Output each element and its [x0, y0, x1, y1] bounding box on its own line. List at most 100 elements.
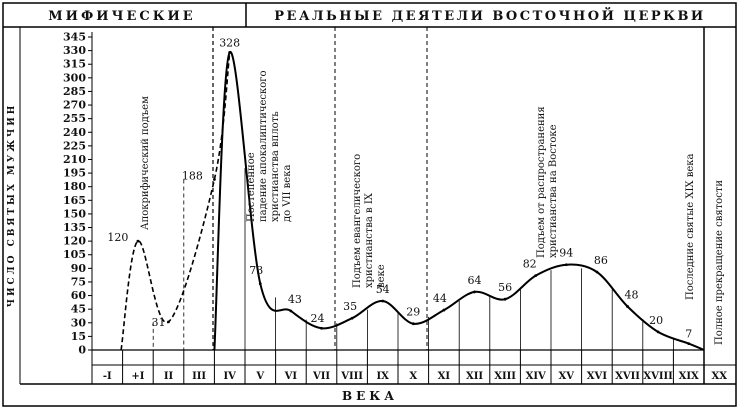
y-tick-label: 120 — [63, 235, 86, 248]
y-tick-label: 180 — [63, 180, 86, 193]
x-tick-label: II — [164, 371, 174, 382]
value-label: 94 — [559, 247, 573, 260]
y-tick-label: 330 — [63, 44, 86, 57]
x-ticks: -I +I II III IV V VI VII VIII IX X XI XII XIII XIV XV XV… — [91, 350, 728, 384]
y-tick-label: 15 — [71, 330, 86, 343]
x-tick-label: XIX — [679, 371, 699, 382]
value-label: 35 — [343, 300, 357, 313]
data-point — [258, 282, 262, 286]
x-tick-label: X — [409, 371, 417, 382]
x-tick-label: V — [255, 371, 264, 382]
value-label: 20 — [649, 314, 663, 327]
x-tick-label: VI — [284, 371, 298, 382]
value-label-mythical: 120 — [107, 231, 128, 244]
data-point-mythical — [136, 239, 140, 243]
annotation-apocryphal-rise: Апокрифический подъем — [140, 96, 151, 230]
data-point — [442, 308, 446, 312]
y-tick-label: 105 — [63, 248, 86, 261]
value-label: 73 — [249, 264, 263, 277]
x-tick-label: XVI — [587, 371, 608, 382]
value-label: 54 — [376, 283, 390, 296]
x-tick-label: XII — [466, 371, 483, 382]
annotation-east-spread-text: Подъем от распространенияхристианства на… — [536, 106, 559, 258]
annotation-end-of-holiness: Полное прекращение святости — [714, 180, 725, 345]
x-tick-label: XI — [438, 371, 451, 382]
y-tick-label: 75 — [71, 275, 86, 288]
y-tick-label: 300 — [63, 71, 86, 84]
data-point — [228, 51, 232, 54]
series-group — [120, 51, 705, 351]
data-point — [687, 342, 691, 346]
x-tick-label: III — [192, 371, 206, 382]
x-tick-label: +I — [131, 371, 144, 382]
x-tick-label: XVIII — [643, 371, 673, 382]
value-label: 82 — [523, 258, 537, 271]
data-point — [595, 270, 599, 274]
value-label: 44 — [433, 292, 447, 305]
value-label: 64 — [468, 274, 482, 287]
value-label: 86 — [594, 254, 608, 267]
y-tick-label: 135 — [63, 221, 86, 234]
y-tick-label: 270 — [63, 99, 86, 112]
y-tick-label: 315 — [63, 58, 86, 71]
data-point — [350, 316, 354, 320]
annotation-east-spread: Подъем от распространенияхристианства на… — [536, 106, 559, 258]
data-point — [411, 322, 415, 326]
annotation-gradual-decline-text: Постепенноепадение апокалиптическогохрис… — [246, 70, 293, 222]
x-tick-label: XX — [712, 371, 728, 382]
y-tick-label: 90 — [71, 262, 87, 275]
value-label: 43 — [288, 293, 302, 306]
y-tick-label: 240 — [63, 126, 86, 139]
value-label-mythical: 31 — [152, 316, 166, 329]
data-point — [534, 274, 538, 278]
data-point-mythical — [167, 320, 170, 324]
data-point — [473, 290, 476, 294]
data-point-mythical — [213, 178, 216, 181]
data-point — [289, 309, 293, 313]
y-tick-label: 210 — [63, 153, 86, 166]
y-tick-label: 45 — [71, 303, 86, 316]
x-tick-label: XIII — [494, 371, 516, 382]
y-tick-label: 225 — [63, 139, 86, 152]
annotation-last-saints: Последние святые XIX века — [685, 154, 696, 300]
data-point — [626, 305, 629, 308]
y-tick-label: 0 — [78, 344, 86, 357]
data-point — [381, 299, 385, 303]
data-point — [564, 263, 568, 267]
x-tick-label: -I — [103, 371, 112, 382]
data-point — [503, 297, 507, 301]
header-real: РЕАЛЬНЫЕ ДЕЯТЕЛИ ВОСТОЧНОЙ ЦЕРКВИ — [274, 7, 705, 24]
y-tick-label: 150 — [63, 207, 86, 220]
x-tick-label: VII — [312, 371, 330, 382]
y-tick-label: 255 — [63, 112, 86, 125]
data-point — [656, 330, 660, 334]
series-real-line — [213, 51, 705, 351]
data-point — [320, 326, 323, 330]
value-labels: 328 73 43 24 35 54 29 44 64 56 82 94 86 48 20 7 120 31 188 — [107, 36, 692, 340]
y-tick-label: 165 — [63, 194, 86, 207]
y-tick-label: 345 — [63, 31, 86, 44]
x-tick-label: IX — [376, 371, 389, 382]
value-label: 56 — [498, 281, 512, 294]
value-label: 48 — [625, 288, 639, 301]
x-tick-label: IV — [223, 371, 236, 382]
x-tick-label: XIV — [526, 371, 546, 382]
header-mythical: МИФИЧЕСКИЕ — [48, 9, 195, 24]
value-label: 24 — [311, 312, 325, 325]
y-tick-label: 60 — [71, 289, 87, 302]
y-tick-label: 195 — [63, 167, 86, 180]
y-tick-label: 30 — [71, 316, 87, 329]
value-label: 29 — [406, 306, 420, 319]
value-label: 7 — [685, 328, 692, 341]
x-tick-label: XV — [559, 371, 575, 382]
annotation-evangelical-rise-text: Подъем евангелическогохристианства в IXв… — [352, 154, 387, 288]
value-label-mythical: 188 — [182, 169, 203, 182]
value-label: 328 — [219, 36, 240, 49]
y-tick-label: 285 — [63, 85, 86, 98]
x-tick-label: XVII — [615, 371, 640, 382]
annotation-gradual-decline: Постепенноепадение апокалиптическогохрис… — [246, 70, 293, 222]
y-axis-title: ЧИСЛО СВЯТЫХ МУЖЧИН — [7, 103, 17, 307]
